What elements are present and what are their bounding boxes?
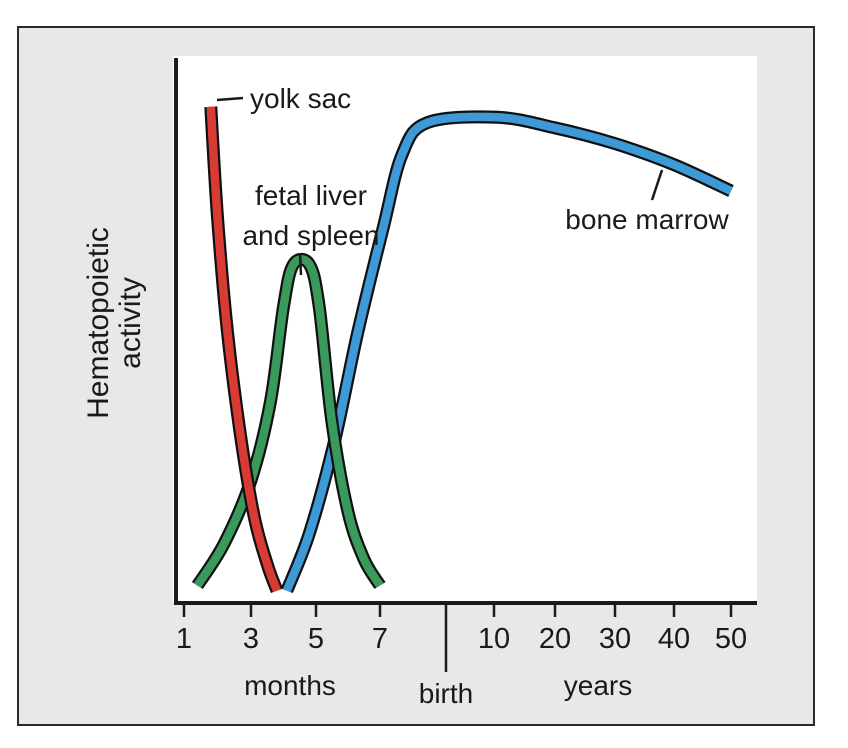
annotation-leader-yolk-sac [216, 96, 244, 102]
x-tick-label-7: 7 [372, 623, 388, 655]
annotation-bone-marrow-line-1: bone marrow [565, 204, 729, 235]
y-axis-label-line-2: activity [114, 277, 147, 369]
annotation-yolk-sac-line-1: yolk sac [250, 83, 351, 114]
x-tick-label-30: 30 [599, 623, 631, 655]
x-tick-label-50: 50 [715, 623, 747, 655]
annotation-leader-fetal-liver-and-spleen [298, 252, 303, 276]
plot-area [173, 56, 757, 602]
y-axis-label-line-1: Hematopoietic [82, 227, 115, 419]
annotation-fetal-liver-and-spleen-line-2: and spleen [242, 220, 379, 251]
annotation-fetal-liver-and-spleen-line-1: fetal liver [255, 180, 367, 211]
x-group-label-years: years [564, 670, 632, 701]
x-tick-label-3: 3 [243, 623, 259, 655]
annotation-leader-bone-marrow [650, 169, 664, 201]
x-tick-label-40: 40 [658, 623, 690, 655]
x-group-label-birth: birth [419, 678, 473, 709]
x-tick-label-5: 5 [308, 623, 324, 655]
x-tick-label-10: 10 [478, 623, 510, 655]
x-tick-label-20: 20 [539, 623, 571, 655]
x-tick-label-1: 1 [176, 623, 192, 655]
x-group-label-months: months [244, 670, 336, 701]
series-line-yolk-sac [206, 106, 281, 593]
